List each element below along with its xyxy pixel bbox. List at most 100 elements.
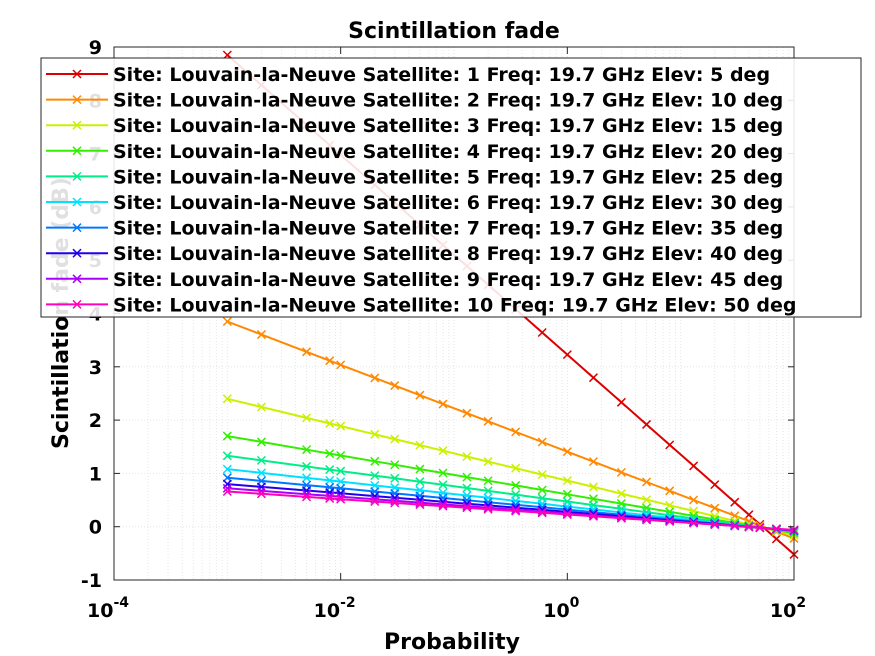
data-point bbox=[710, 503, 720, 513]
legend-item: Site: Louvain-la-Neuve Satellite: 5 Freq… bbox=[46, 166, 783, 188]
data-point bbox=[511, 480, 521, 490]
legend-label: Site: Louvain-la-Neuve Satellite: 7 Freq… bbox=[113, 218, 783, 240]
data-point bbox=[302, 473, 312, 483]
data-point bbox=[415, 491, 425, 501]
data-point bbox=[256, 330, 266, 340]
data-point bbox=[302, 413, 312, 423]
data-point bbox=[483, 486, 493, 496]
data-point bbox=[616, 467, 626, 477]
data-point bbox=[588, 482, 598, 492]
data-point bbox=[744, 522, 754, 532]
data-point bbox=[511, 506, 521, 516]
data-point bbox=[370, 429, 380, 439]
legend-marker bbox=[72, 197, 82, 207]
data-point bbox=[256, 468, 266, 478]
data-point bbox=[483, 504, 493, 514]
data-point bbox=[415, 500, 425, 510]
data-point bbox=[370, 471, 380, 481]
data-point bbox=[336, 421, 346, 431]
data-point bbox=[511, 505, 521, 515]
x-tick-label: 100 bbox=[543, 595, 579, 622]
data-point bbox=[616, 489, 626, 499]
data-point bbox=[325, 356, 335, 366]
data-point bbox=[222, 316, 232, 327]
y-tick-label: -1 bbox=[81, 570, 102, 592]
x-tick-label: 102 bbox=[770, 595, 806, 622]
legend-label: Site: Louvain-la-Neuve Satellite: 4 Freq… bbox=[113, 141, 783, 163]
data-point bbox=[438, 501, 448, 511]
data-point bbox=[336, 450, 346, 461]
legend-label: Site: Louvain-la-Neuve Satellite: 1 Freq… bbox=[113, 64, 770, 86]
data-point bbox=[336, 466, 346, 476]
data-point bbox=[537, 507, 547, 517]
data-point bbox=[222, 479, 232, 489]
data-point bbox=[588, 457, 598, 467]
legend-label: Site: Louvain-la-Neuve Satellite: 5 Freq… bbox=[113, 166, 783, 188]
legend-marker bbox=[72, 299, 82, 309]
data-point bbox=[222, 473, 232, 483]
data-point bbox=[415, 440, 425, 450]
data-point bbox=[483, 476, 493, 486]
data-point bbox=[256, 455, 266, 465]
data-point bbox=[390, 498, 400, 508]
data-point bbox=[370, 373, 380, 383]
data-point bbox=[438, 468, 448, 478]
y-tick-label: 9 bbox=[89, 37, 102, 59]
data-point bbox=[302, 347, 312, 357]
data-point bbox=[325, 465, 335, 475]
legend-label: Site: Louvain-la-Neuve Satellite: 8 Freq… bbox=[113, 243, 783, 265]
data-point bbox=[325, 475, 335, 485]
legend-label: Site: Louvain-la-Neuve Satellite: 10 Fre… bbox=[113, 294, 796, 316]
data-point bbox=[730, 521, 740, 531]
legend-label: Site: Louvain-la-Neuve Satellite: 3 Freq… bbox=[113, 115, 783, 137]
legend-item: Site: Louvain-la-Neuve Satellite: 3 Freq… bbox=[46, 115, 783, 137]
legend-marker bbox=[72, 120, 82, 130]
data-point bbox=[438, 446, 448, 456]
data-point bbox=[689, 518, 699, 528]
legend-item: Site: Louvain-la-Neuve Satellite: 10 Fre… bbox=[46, 294, 796, 316]
data-point bbox=[336, 494, 346, 504]
data-point bbox=[562, 447, 572, 457]
chart-title: Scintillation fade bbox=[348, 19, 560, 44]
x-tick-label: 10-4 bbox=[87, 595, 129, 622]
data-point bbox=[222, 451, 232, 461]
data-point bbox=[616, 397, 626, 407]
data-point bbox=[771, 524, 781, 534]
legend-item: Site: Louvain-la-Neuve Satellite: 1 Freq… bbox=[46, 64, 770, 86]
data-point bbox=[588, 373, 598, 383]
data-point bbox=[336, 360, 346, 370]
data-point bbox=[710, 520, 720, 530]
data-point bbox=[370, 496, 380, 507]
legend-item: Site: Louvain-la-Neuve Satellite: 4 Freq… bbox=[46, 141, 783, 163]
data-point bbox=[730, 497, 740, 507]
legend-label: Site: Louvain-la-Neuve Satellite: 2 Freq… bbox=[113, 90, 783, 112]
x-axis-label: Probability bbox=[384, 630, 520, 655]
data-point bbox=[302, 461, 312, 471]
data-point bbox=[537, 437, 547, 447]
data-point bbox=[511, 427, 521, 437]
data-point bbox=[222, 431, 232, 441]
data-point bbox=[370, 456, 380, 466]
data-point bbox=[562, 476, 572, 486]
data-point bbox=[665, 500, 675, 510]
y-tick-label: 1 bbox=[89, 463, 102, 485]
data-point bbox=[483, 416, 493, 426]
legend-item: Site: Louvain-la-Neuve Satellite: 2 Freq… bbox=[46, 90, 783, 112]
legend-marker bbox=[72, 95, 82, 105]
data-point bbox=[438, 399, 448, 409]
data-point bbox=[325, 493, 335, 503]
legend-marker bbox=[72, 171, 82, 181]
data-point bbox=[415, 390, 425, 400]
data-point bbox=[537, 485, 547, 495]
data-point bbox=[462, 408, 472, 418]
legend-box bbox=[40, 57, 862, 318]
data-point bbox=[462, 503, 472, 513]
data-point bbox=[302, 492, 312, 502]
legend-label: Site: Louvain-la-Neuve Satellite: 9 Freq… bbox=[113, 269, 783, 291]
legend-item: Site: Louvain-la-Neuve Satellite: 8 Freq… bbox=[46, 243, 783, 265]
data-point bbox=[511, 463, 521, 473]
legend-marker bbox=[72, 223, 82, 233]
data-point bbox=[438, 480, 448, 490]
legend-label: Site: Louvain-la-Neuve Satellite: 6 Freq… bbox=[113, 192, 783, 214]
